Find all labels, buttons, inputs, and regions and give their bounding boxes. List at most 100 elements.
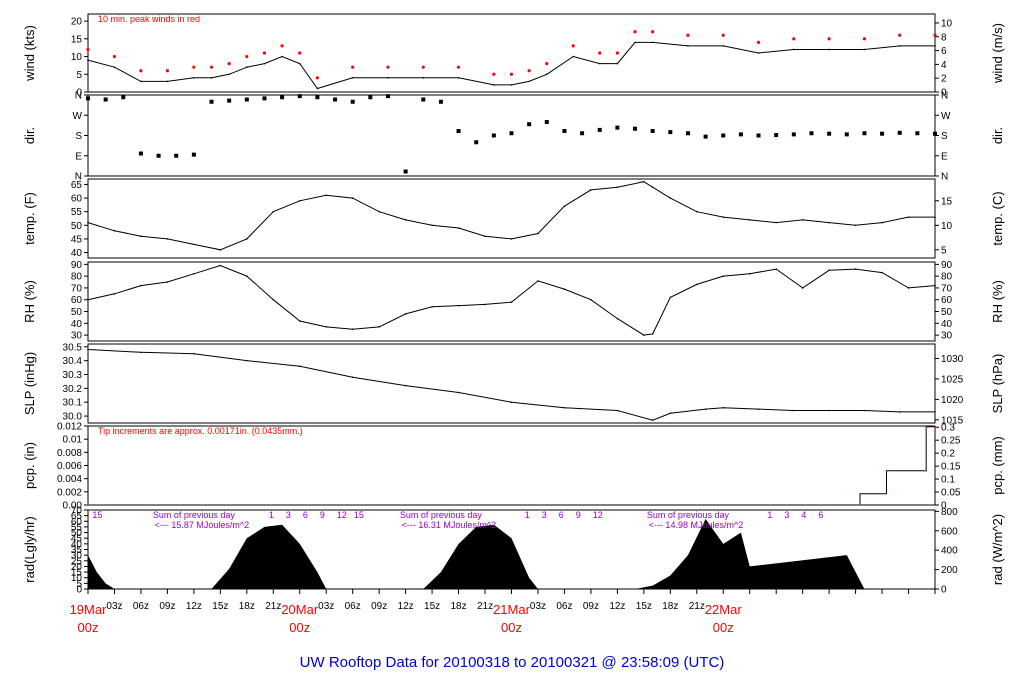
- wind-peak-point: [756, 40, 761, 44]
- wind-ytick-label: 0: [76, 88, 82, 99]
- rh-ylabel-right: RH (%): [990, 280, 1005, 323]
- dir-point: [597, 127, 602, 132]
- x-tick-label: 15z: [212, 601, 228, 612]
- wind-ytick-label-right: 8: [941, 32, 947, 43]
- rad-ytick-label: 45: [71, 534, 83, 545]
- dir-ytick-label: W: [73, 111, 83, 122]
- rh-data-point: [695, 283, 698, 286]
- dir-point: [738, 132, 743, 137]
- wind-peak-point: [633, 30, 637, 34]
- temp-ytick-label-right: 10: [941, 221, 953, 232]
- wind-peak-point: [262, 51, 267, 55]
- x-tick-label: 15z: [424, 601, 440, 612]
- rad-hour-mark: 6: [559, 510, 564, 520]
- rad-hour-mark: 12: [593, 510, 603, 520]
- wind-data-point: [351, 77, 354, 79]
- x-tick-label: 18z: [451, 601, 467, 612]
- rh-series-line: [87, 264, 936, 336]
- wind-peak-point: [827, 37, 831, 41]
- rh-data-point: [272, 298, 275, 301]
- temp-ytick-label: 55: [71, 207, 83, 218]
- temp-data-point: [140, 235, 142, 238]
- wind-peak-point: [351, 65, 355, 69]
- wind-peak-point: [545, 62, 549, 66]
- rad-day-sum-label: Sum of previous day: [400, 510, 483, 520]
- rh-ytick-label-right: 70: [941, 283, 953, 294]
- wind-data-point: [281, 55, 283, 58]
- temp-data-point: [828, 221, 830, 224]
- wind-peak-point: [527, 69, 531, 73]
- dir-ytick-label: S: [75, 131, 82, 142]
- dir-point: [385, 94, 390, 99]
- rad-hour-mark: 15: [354, 510, 364, 520]
- dir-point: [368, 95, 373, 100]
- rad-day-sum-label: Sum of previous day: [647, 510, 730, 520]
- temp-data-point: [378, 210, 380, 213]
- dir-point: [438, 99, 443, 104]
- x-tick-label: 21z: [477, 601, 493, 612]
- slp-ytick-label: 30.1: [63, 398, 83, 409]
- rh-ytick-label-right: 80: [941, 272, 953, 283]
- wind-ytick-label-right: 6: [941, 46, 947, 57]
- temp-ylabel-right: temp. (C): [990, 191, 1005, 245]
- wind-peak-point: [227, 62, 231, 66]
- temp-ytick-label-right: 5: [941, 245, 947, 256]
- pcp-ytick-label-right: 0.3: [941, 423, 955, 434]
- temp-ytick-label-right: 15: [941, 196, 953, 207]
- rad-ylabel-right: rad (W/m^2): [990, 514, 1005, 585]
- temp-ytick-label: 50: [71, 221, 83, 232]
- dir-ytick-label-right: W: [941, 111, 951, 122]
- temp-data-point: [695, 210, 698, 213]
- slp-data-point: [934, 411, 936, 413]
- rad-ytick-label: 5: [76, 579, 82, 590]
- temp-data-point: [590, 189, 592, 191]
- wind-peak-point: [862, 37, 867, 41]
- temp-data-point: [934, 216, 936, 218]
- pcp-ytick-label: 0.012: [57, 422, 82, 433]
- rad-hour-mark: 1: [525, 510, 530, 520]
- slp-ytick-label-right: 1020: [941, 395, 964, 406]
- dir-point: [880, 131, 885, 136]
- wind-data-point: [722, 45, 725, 47]
- wind-peak-point: [165, 69, 170, 73]
- dir-point: [827, 131, 832, 136]
- wind-data-point: [316, 87, 319, 90]
- temp-data-point: [907, 216, 910, 218]
- rad-hour-mark: 4: [801, 510, 806, 520]
- rad-ytick-label-right: 200: [941, 565, 958, 576]
- dir-point: [174, 153, 179, 158]
- dir-point: [703, 134, 708, 139]
- temp-frame: [87, 178, 936, 259]
- page-title: UW Rooftop Data for 20100318 to 20100321…: [300, 654, 725, 671]
- rh-ytick-label-right: 60: [941, 295, 953, 306]
- rh-data-point: [510, 301, 513, 303]
- rh-data-point: [563, 288, 566, 290]
- temp-data-point: [801, 219, 804, 221]
- panel-rad: rad(Lgly/hr) rad (W/m^2)05101520253035404…: [22, 506, 1005, 596]
- dir-point: [544, 120, 549, 124]
- wind-data-point: [793, 48, 795, 51]
- temp-data-point: [510, 238, 513, 240]
- slp-data-point: [651, 419, 654, 422]
- wind-data-point: [828, 48, 830, 51]
- rh-ytick-label: 70: [71, 283, 83, 294]
- temp-data-point: [193, 243, 195, 246]
- pcp-annotation: Tip increments are approx. 0.00171in. (0…: [98, 426, 303, 436]
- slp-data-point: [863, 409, 866, 412]
- dir-point: [509, 131, 514, 136]
- wind-ytick-label-right: 0: [941, 88, 947, 99]
- x-tick-label: 21z: [689, 601, 705, 612]
- temp-data-point: [351, 197, 354, 199]
- x-day-date: 22Mar: [705, 602, 743, 617]
- rad-ytick-label: 65: [71, 511, 83, 522]
- rad-ytick-label-right: 800: [941, 507, 958, 518]
- dir-point: [580, 131, 585, 136]
- rh-ytick-label: 80: [71, 272, 83, 283]
- rh-ytick-label: 60: [71, 295, 83, 306]
- dir-point: [791, 132, 796, 137]
- dir-ytick-label-right: N: [941, 91, 948, 102]
- rad-hour-mark: 6: [303, 510, 308, 520]
- slp-ytick-label-right: 1030: [941, 354, 964, 365]
- wind-data-point: [210, 77, 213, 79]
